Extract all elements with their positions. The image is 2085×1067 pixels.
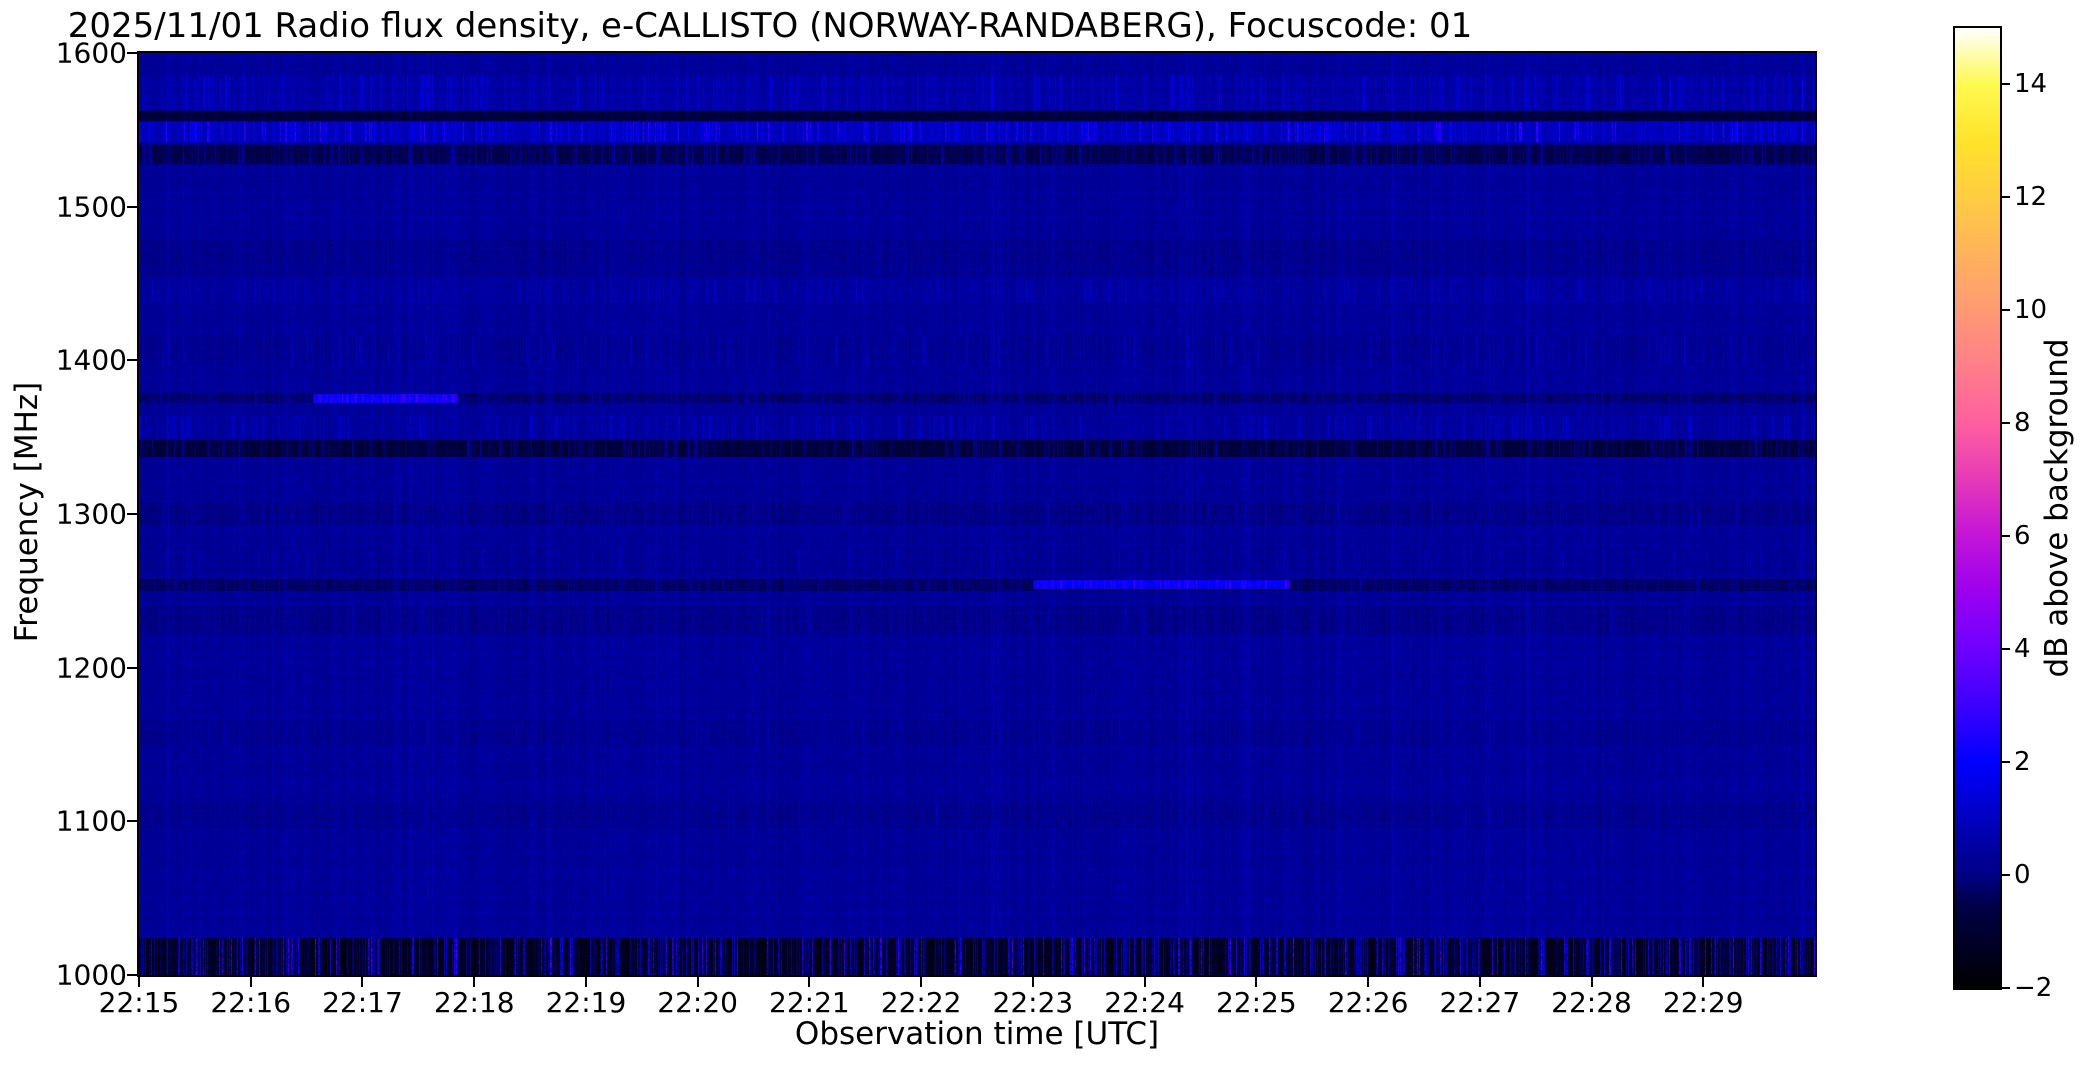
x-tick-label: 22:25 — [1215, 986, 1297, 1019]
x-tick-label: 22:28 — [1551, 986, 1632, 1019]
chart-title: 2025/11/01 Radio flux density, e-CALLIST… — [67, 6, 1473, 46]
colorbar-tick-mark — [2002, 309, 2010, 312]
colorbar-tick-mark — [2002, 422, 2010, 425]
x-axis-label: Observation time [UTC] — [794, 1016, 1160, 1052]
x-tick-label: 22:22 — [880, 986, 962, 1019]
x-tick-label: 22:27 — [1439, 986, 1521, 1019]
x-tick-label: 22:18 — [433, 986, 515, 1019]
x-tick-mark — [808, 977, 811, 987]
x-tick-mark — [1143, 977, 1146, 987]
colorbar-tick-label: 8 — [2014, 408, 2031, 439]
x-tick-label: 22:26 — [1327, 986, 1409, 1019]
x-tick-mark — [361, 977, 364, 987]
x-tick-mark — [1590, 977, 1593, 987]
x-tick-label: 22:16 — [210, 986, 292, 1019]
y-tick-label: 1300 — [55, 497, 127, 531]
colorbar-tick-mark — [2002, 648, 2010, 651]
colorbar-tick-label: 14 — [2014, 69, 2048, 100]
x-tick-label: 22:29 — [1662, 986, 1744, 1019]
colorbar-label: dB above background — [2039, 338, 2075, 678]
colorbar-tick-label: 12 — [2014, 182, 2048, 213]
x-tick-mark — [1478, 977, 1481, 987]
x-tick-mark — [1031, 977, 1034, 987]
x-tick-mark — [138, 977, 140, 987]
x-tick-mark — [1367, 977, 1370, 987]
x-tick-label: 22:24 — [1104, 986, 1185, 1019]
x-tick-label: 22:23 — [992, 986, 1074, 1019]
colorbar-tick-mark — [2002, 196, 2010, 199]
y-tick-label: 1000 — [55, 958, 127, 992]
y-tick-mark — [127, 513, 137, 515]
x-tick-mark — [249, 977, 252, 987]
colorbar-tick-mark — [2002, 535, 2010, 538]
colorbar-tick-mark — [2002, 987, 2010, 989]
colorbar-tick-label: 10 — [2014, 295, 2048, 326]
x-tick-mark — [584, 977, 587, 987]
colorbar-tick-mark — [2002, 874, 2010, 877]
y-tick-mark — [127, 974, 137, 976]
x-tick-mark — [696, 977, 699, 987]
y-tick-mark — [127, 52, 137, 54]
colorbar-tick-label: 6 — [2014, 521, 2031, 552]
colorbar-tick-label: 2 — [2014, 747, 2031, 778]
spectrogram-canvas — [139, 53, 1815, 975]
y-tick-label: 1100 — [55, 804, 127, 838]
y-tick-label: 1400 — [55, 343, 127, 377]
x-tick-label: 22:17 — [322, 986, 403, 1019]
x-tick-mark — [920, 977, 923, 987]
y-tick-label: 1500 — [55, 190, 127, 224]
colorbar — [1953, 26, 2002, 990]
y-tick-mark — [127, 205, 137, 208]
y-tick-mark — [127, 820, 137, 823]
plot-area — [137, 51, 1817, 977]
y-tick-label: 1600 — [55, 36, 127, 70]
x-tick-label: 22:15 — [98, 986, 180, 1019]
x-tick-mark — [473, 977, 476, 987]
y-tick-label: 1200 — [55, 651, 127, 685]
x-tick-label: 22:20 — [657, 986, 739, 1019]
colorbar-tick-label: 0 — [2014, 860, 2031, 891]
colorbar-gradient — [1955, 28, 2000, 988]
x-tick-mark — [1255, 977, 1258, 987]
y-tick-mark — [127, 666, 137, 669]
colorbar-tick-mark — [2002, 761, 2010, 764]
x-tick-label: 22:21 — [769, 986, 850, 1019]
colorbar-tick-label: 4 — [2014, 634, 2031, 665]
y-tick-mark — [127, 359, 137, 362]
colorbar-tick-mark — [2002, 83, 2010, 86]
x-tick-mark — [1702, 977, 1705, 987]
x-tick-label: 22:19 — [545, 986, 627, 1019]
colorbar-tick-label: −2 — [2014, 973, 2053, 1003]
